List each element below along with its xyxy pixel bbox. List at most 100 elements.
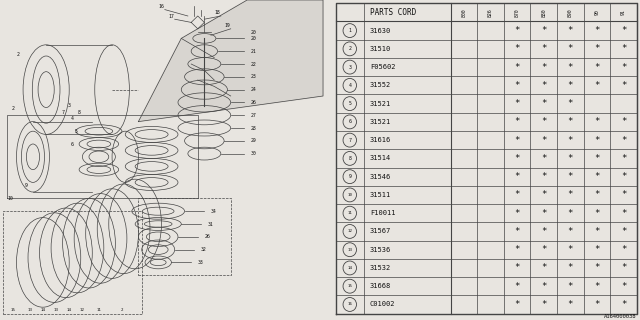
Text: *: * (568, 63, 573, 72)
Text: 5: 5 (348, 101, 351, 106)
Text: 14: 14 (40, 308, 45, 312)
Text: 14: 14 (67, 308, 72, 312)
Text: *: * (568, 154, 573, 163)
Text: 31511: 31511 (370, 192, 391, 198)
Text: *: * (515, 227, 520, 236)
Text: *: * (515, 209, 520, 218)
Text: *: * (541, 245, 547, 254)
Text: 6: 6 (71, 141, 74, 147)
Text: 26: 26 (250, 100, 256, 105)
Text: 7: 7 (61, 109, 64, 115)
Text: *: * (515, 44, 520, 53)
Text: 6: 6 (348, 119, 351, 124)
Text: 890: 890 (568, 8, 573, 17)
Text: 4: 4 (348, 83, 351, 88)
Text: *: * (568, 136, 573, 145)
Text: *: * (621, 263, 627, 272)
Text: 31668: 31668 (370, 283, 391, 289)
Text: *: * (595, 282, 600, 291)
Text: *: * (515, 99, 520, 108)
Text: 8: 8 (77, 109, 81, 115)
Text: *: * (595, 263, 600, 272)
Text: *: * (541, 26, 547, 35)
Text: A164000038: A164000038 (604, 314, 637, 319)
Text: 14: 14 (348, 266, 352, 270)
Text: 7: 7 (348, 138, 351, 143)
Text: 27: 27 (250, 113, 256, 118)
Text: *: * (541, 227, 547, 236)
Text: 17: 17 (168, 13, 174, 19)
Text: *: * (621, 26, 627, 35)
Text: *: * (541, 190, 547, 199)
Text: C01002: C01002 (370, 301, 396, 308)
Text: 2: 2 (348, 46, 351, 51)
Text: *: * (595, 63, 600, 72)
Text: 28: 28 (250, 125, 256, 131)
Text: 13: 13 (348, 248, 352, 252)
Text: *: * (541, 81, 547, 90)
Text: *: * (621, 154, 627, 163)
Text: 3: 3 (348, 65, 351, 70)
Text: *: * (568, 117, 573, 126)
Text: 31521: 31521 (370, 100, 391, 107)
Text: 13: 13 (54, 308, 58, 312)
Text: *: * (621, 117, 627, 126)
Text: *: * (595, 117, 600, 126)
Text: *: * (515, 282, 520, 291)
Text: F10011: F10011 (370, 210, 396, 216)
Text: *: * (595, 300, 600, 309)
Text: *: * (541, 63, 547, 72)
Text: *: * (541, 154, 547, 163)
Text: *: * (568, 245, 573, 254)
Text: *: * (515, 263, 520, 272)
Text: *: * (595, 245, 600, 254)
Text: *: * (621, 209, 627, 218)
Text: 15: 15 (348, 284, 352, 288)
Text: *: * (595, 190, 600, 199)
Text: 15: 15 (11, 308, 16, 312)
Text: *: * (515, 117, 520, 126)
Text: 18: 18 (214, 10, 220, 15)
Text: *: * (541, 44, 547, 53)
Text: *: * (515, 245, 520, 254)
Text: PARTS CORD: PARTS CORD (370, 8, 417, 17)
Text: 21: 21 (250, 49, 256, 54)
Text: *: * (568, 300, 573, 309)
Text: 20: 20 (250, 36, 256, 41)
Text: *: * (621, 227, 627, 236)
Text: *: * (621, 300, 627, 309)
Text: *: * (595, 136, 600, 145)
Text: *: * (541, 172, 547, 181)
Text: 31616: 31616 (370, 137, 391, 143)
Text: 34: 34 (211, 209, 217, 214)
Text: *: * (595, 172, 600, 181)
Text: 826: 826 (488, 8, 493, 17)
Text: 90: 90 (595, 10, 600, 15)
Text: 33: 33 (198, 260, 204, 265)
Text: 11: 11 (97, 308, 101, 312)
Text: 1: 1 (348, 28, 351, 33)
Text: 31536: 31536 (370, 247, 391, 253)
Text: *: * (541, 282, 547, 291)
Text: 9: 9 (348, 174, 351, 179)
Text: *: * (541, 136, 547, 145)
Text: 91: 91 (621, 10, 626, 15)
Text: 24: 24 (250, 87, 256, 92)
Text: 26: 26 (204, 234, 210, 239)
Text: *: * (515, 190, 520, 199)
Text: *: * (595, 26, 600, 35)
Text: *: * (568, 81, 573, 90)
Text: *: * (621, 81, 627, 90)
Text: 12: 12 (80, 308, 85, 312)
Text: *: * (541, 117, 547, 126)
Text: *: * (621, 172, 627, 181)
Text: *: * (515, 154, 520, 163)
Text: *: * (541, 99, 547, 108)
Text: 5: 5 (74, 129, 77, 134)
Text: 9: 9 (25, 183, 28, 188)
Text: *: * (568, 44, 573, 53)
Text: *: * (595, 227, 600, 236)
Text: 3: 3 (68, 103, 70, 108)
Text: *: * (621, 245, 627, 254)
Text: *: * (621, 44, 627, 53)
